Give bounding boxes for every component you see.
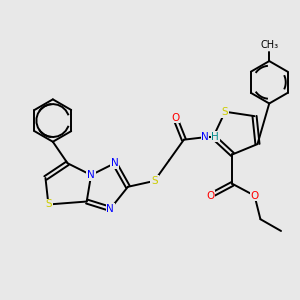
Text: N: N bbox=[106, 204, 114, 214]
Text: S: S bbox=[222, 107, 228, 117]
Text: O: O bbox=[171, 112, 179, 123]
Text: CH₃: CH₃ bbox=[260, 40, 278, 50]
Text: O: O bbox=[206, 190, 214, 201]
Text: S: S bbox=[151, 176, 158, 186]
Text: H: H bbox=[212, 132, 219, 142]
Text: N: N bbox=[111, 158, 119, 168]
Text: S: S bbox=[45, 200, 52, 209]
Text: N: N bbox=[201, 132, 209, 142]
Text: N: N bbox=[87, 170, 95, 180]
Text: O: O bbox=[250, 190, 259, 201]
